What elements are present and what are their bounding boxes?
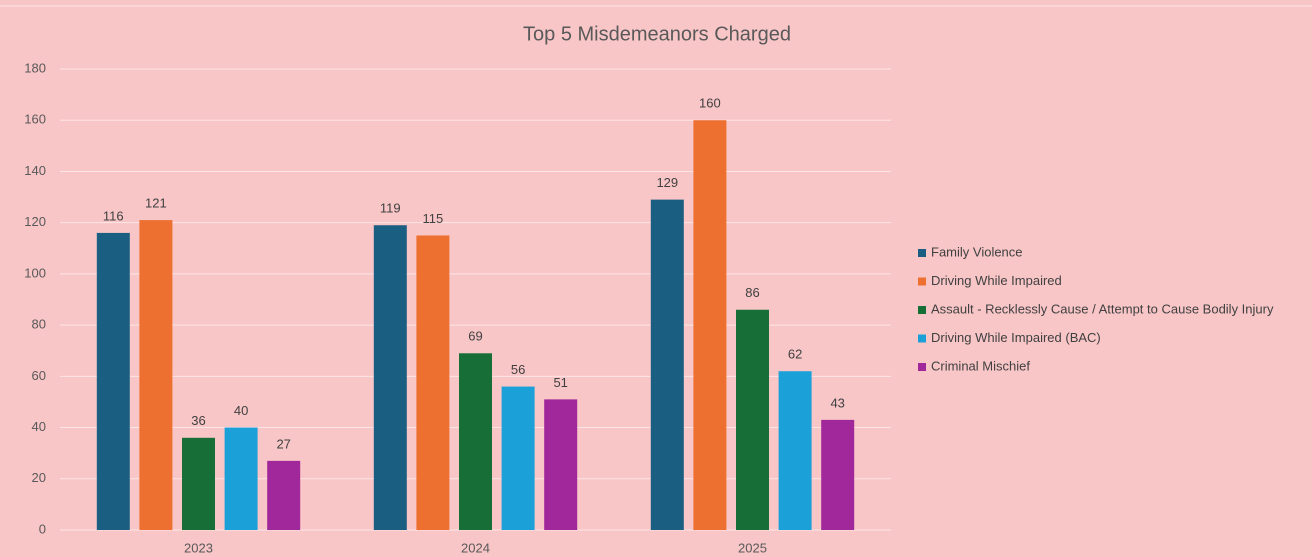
bar — [650, 199, 684, 530]
data-label: 56 — [511, 362, 525, 377]
bar — [182, 437, 215, 530]
y-tick-label: 80 — [32, 317, 46, 332]
bar — [373, 225, 407, 530]
data-label: 121 — [145, 196, 167, 211]
x-tick-label: 2023 — [184, 540, 213, 555]
bar — [416, 235, 450, 530]
bar — [501, 386, 535, 530]
data-label: 62 — [788, 347, 802, 362]
y-tick-label: 140 — [24, 163, 46, 178]
bar — [459, 353, 492, 530]
y-tick-label: 60 — [32, 368, 46, 383]
bar — [544, 399, 578, 530]
data-label: 27 — [276, 436, 290, 451]
data-label: 129 — [656, 175, 678, 190]
y-tick-label: 40 — [32, 419, 46, 434]
x-tick-label: 2025 — [738, 540, 767, 555]
legend-swatch — [918, 334, 926, 343]
y-tick-label: 180 — [24, 60, 46, 75]
data-label: 40 — [234, 403, 248, 418]
legend-label: Driving While Impaired (BAC) — [931, 330, 1101, 345]
y-tick-label: 120 — [24, 214, 46, 229]
data-label: 43 — [830, 395, 844, 410]
bar — [224, 427, 258, 530]
y-tick-label: 100 — [24, 265, 46, 280]
chart-title: Top 5 Misdemeanors Charged — [523, 23, 791, 45]
bar — [778, 371, 812, 530]
legend-swatch — [918, 363, 926, 371]
bar — [693, 120, 727, 530]
data-label: 69 — [468, 329, 482, 344]
legend-swatch — [918, 277, 926, 286]
x-tick-label: 2024 — [461, 540, 490, 555]
legend-swatch — [918, 249, 926, 257]
data-label: 119 — [380, 201, 401, 216]
data-label: 160 — [699, 96, 721, 111]
legend-label: Family Violence — [931, 244, 1023, 259]
y-tick-label: 160 — [24, 112, 46, 127]
bar — [139, 220, 173, 530]
data-label: 36 — [191, 413, 205, 428]
legend-label: Criminal Mischief — [931, 358, 1030, 373]
data-label: 115 — [423, 211, 444, 226]
legend-label: Driving While Impaired — [931, 273, 1062, 288]
data-label: 51 — [553, 375, 567, 390]
legend-label: Assault - Recklessly Cause / Attempt to … — [931, 301, 1274, 316]
bar — [96, 232, 130, 530]
y-tick-label: 0 — [39, 521, 46, 536]
bar — [736, 309, 769, 530]
y-tick-label: 20 — [32, 470, 46, 485]
bar — [821, 419, 855, 530]
bar — [267, 460, 301, 530]
data-label: 116 — [103, 208, 124, 223]
legend-swatch — [918, 306, 926, 314]
data-label: 86 — [745, 285, 759, 300]
